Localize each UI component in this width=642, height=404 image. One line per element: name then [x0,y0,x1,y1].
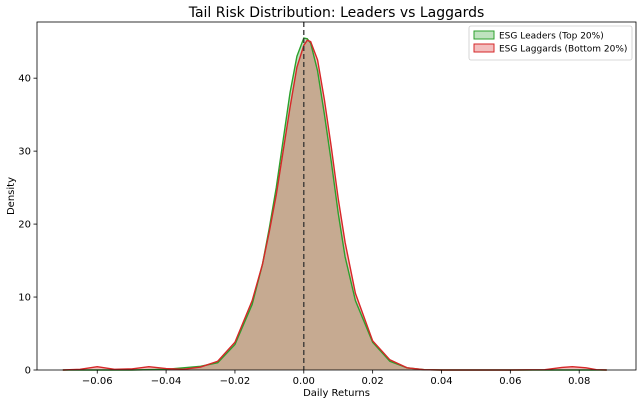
x-tick-label: 0.06 [499,376,521,387]
y-tick-label: 0 [25,366,31,377]
plot-frame [36,21,637,371]
density-area-leaders [62,38,607,371]
legend-swatch-laggards [473,43,495,53]
chart-title: Tail Risk Distribution: Leaders vs Lagga… [188,5,485,21]
legend-swatch-leaders [473,30,495,40]
x-tick-label: −0.02 [220,376,251,387]
y-tick-label: 30 [18,147,31,158]
legend: ESG Leaders (Top 20%) ESG Laggards (Bott… [468,25,633,61]
x-tick-label: 0.02 [362,376,384,387]
x-tick-label: 0.04 [430,376,452,387]
y-tick-label: 10 [18,293,31,304]
x-tick-label: −0.06 [82,376,113,387]
x-axis-ticks: −0.06 −0.04 −0.02 0.00 0.02 0.04 0.06 0.08 [82,370,590,387]
x-axis-label: Daily Returns [303,388,370,399]
y-axis-ticks: 0 10 20 30 40 [18,74,37,377]
y-tick-label: 20 [18,220,31,231]
x-tick-label: 0.00 [293,376,315,387]
y-tick-label: 40 [18,74,31,85]
x-tick-label: 0.08 [568,376,590,387]
y-axis-label: Density [6,177,17,215]
legend-box [468,25,633,61]
density-fills [62,38,607,371]
legend-label-leaders: ESG Leaders (Top 20%) [499,32,604,42]
density-area-laggards [62,40,607,371]
x-tick-label: −0.04 [151,376,182,387]
legend-label-laggards: ESG Laggards (Bottom 20%) [499,45,627,55]
